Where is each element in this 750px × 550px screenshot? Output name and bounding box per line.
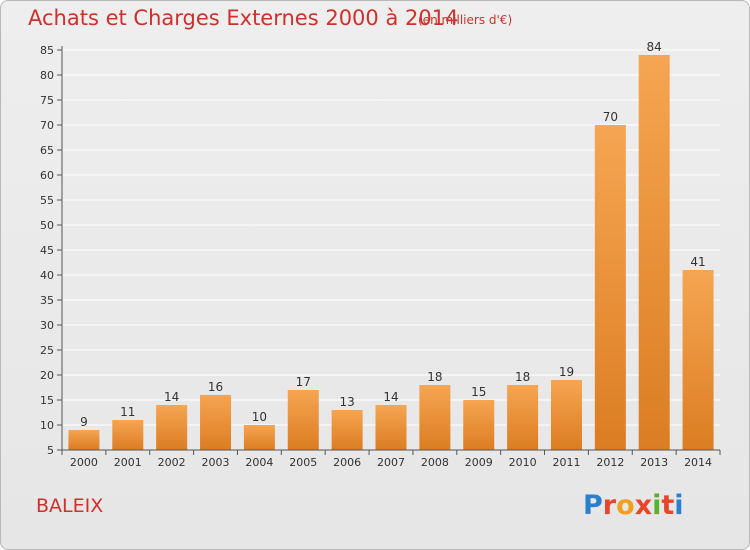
bar-2000[interactable]: [68, 430, 100, 450]
y-tick-label: 85: [40, 44, 54, 57]
y-tick-label: 10: [40, 419, 54, 432]
chart-title: Achats et Charges Externes 2000 à 2014: [28, 6, 459, 30]
logo-letter: r: [602, 490, 617, 521]
bar-2012[interactable]: [594, 125, 626, 450]
y-tick-label: 65: [40, 144, 54, 157]
proxiti-logo[interactable]: Proxiti: [583, 490, 684, 521]
x-tick-label: 2001: [114, 456, 142, 469]
data-label-2006: 13: [339, 395, 354, 409]
chart-subtitle: (en milliers d'€): [418, 13, 513, 27]
y-tick-label: 55: [40, 194, 54, 207]
y-tick-label: 75: [40, 94, 54, 107]
x-tick-label: 2002: [158, 456, 186, 469]
logo-letter: o: [616, 490, 635, 521]
bar-2008[interactable]: [419, 385, 451, 450]
bar-2003[interactable]: [200, 395, 232, 450]
logo-letter: t: [661, 490, 675, 521]
y-tick-label: 15: [40, 394, 54, 407]
x-tick-label: 2007: [377, 456, 405, 469]
data-label-2010: 18: [515, 370, 530, 384]
data-label-2002: 14: [164, 390, 179, 404]
data-label-2009: 15: [471, 385, 486, 399]
y-tick-label: 50: [40, 219, 54, 232]
x-tick-label: 2006: [333, 456, 361, 469]
bar-2007[interactable]: [375, 405, 407, 450]
x-tick-label: 2009: [465, 456, 493, 469]
x-tick-label: 2013: [640, 456, 668, 469]
y-tick-label: 20: [40, 369, 54, 382]
bar-2011[interactable]: [550, 380, 582, 450]
logo-letter: x: [634, 490, 653, 521]
x-tick-label: 2003: [202, 456, 230, 469]
x-tick-label: 2012: [596, 456, 624, 469]
bar-2014[interactable]: [682, 270, 714, 450]
x-tick-label: 2005: [289, 456, 317, 469]
logo-letter: i: [652, 490, 662, 521]
y-tick-label: 25: [40, 344, 54, 357]
x-tick-label: 2011: [552, 456, 580, 469]
data-label-2005: 17: [296, 375, 311, 389]
bar-2009[interactable]: [463, 400, 495, 450]
data-label-2004: 10: [252, 410, 267, 424]
y-tick-label: 40: [40, 269, 54, 282]
bar-2002[interactable]: [156, 405, 188, 450]
logo-letter: P: [583, 490, 603, 521]
data-label-2012: 70: [603, 110, 618, 124]
data-label-2008: 18: [427, 370, 442, 384]
data-label-2014: 41: [690, 255, 705, 269]
y-tick-label: 60: [40, 169, 54, 182]
x-tick-label: 2010: [509, 456, 537, 469]
y-tick-label: 5: [47, 444, 54, 457]
data-label-2001: 11: [120, 405, 135, 419]
y-tick-label: 45: [40, 244, 54, 257]
bar-2001[interactable]: [112, 420, 144, 450]
bar-2006[interactable]: [331, 410, 363, 450]
x-tick-label: 2008: [421, 456, 449, 469]
y-tick-label: 35: [40, 294, 54, 307]
data-label-2003: 16: [208, 380, 223, 394]
x-tick-label: 2004: [245, 456, 273, 469]
logo-letter: i: [674, 490, 684, 521]
x-tick-label: 2014: [684, 456, 712, 469]
bar-2010[interactable]: [507, 385, 539, 450]
y-tick-label: 30: [40, 319, 54, 332]
bar-2013[interactable]: [638, 55, 670, 450]
x-tick-label: 2000: [70, 456, 98, 469]
data-label-2007: 14: [383, 390, 398, 404]
bar-2004[interactable]: [243, 425, 275, 450]
data-label-2013: 84: [647, 40, 662, 54]
y-tick-label: 80: [40, 69, 54, 82]
data-label-2000: 9: [80, 415, 88, 429]
data-label-2011: 19: [559, 365, 574, 379]
y-tick-label: 70: [40, 119, 54, 132]
bar-2005[interactable]: [287, 390, 319, 450]
commune-name: BALEIX: [36, 495, 104, 517]
